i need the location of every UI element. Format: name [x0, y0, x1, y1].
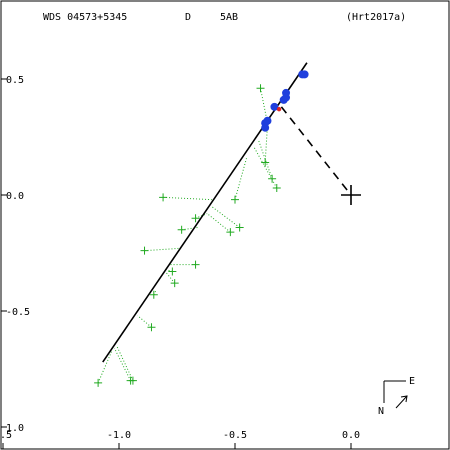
compass-east-label: E: [409, 376, 415, 387]
observation-dot-3: [270, 102, 279, 111]
x-tick-label-1: -1.0: [107, 430, 131, 441]
observation-plus-12: [170, 279, 179, 288]
header-pair: 5AB: [220, 12, 238, 23]
observation-plus-18: [128, 376, 137, 385]
residual-line-5: [163, 196, 212, 201]
compass: N E: [378, 376, 415, 417]
orbit-line: [102, 62, 308, 363]
y-tick-label-1: 0.0: [6, 191, 24, 202]
residual-line-6: [195, 213, 208, 219]
x-tick-label-3: 0.0: [342, 430, 360, 441]
y-tick-label-3: 1.0: [6, 423, 24, 434]
residual-line-18: [116, 345, 134, 381]
x-tick-label-2: -0.5: [223, 430, 247, 441]
observation-plus-6: [191, 214, 200, 223]
observation-plus-2: [268, 174, 277, 183]
compass-north-label: N: [378, 406, 384, 417]
observation-dot-2: [263, 116, 272, 125]
observation-plus-4: [231, 195, 239, 204]
compass-arrow-head: [400, 395, 408, 403]
residual-lines: [97, 88, 278, 384]
fitted-point: [276, 106, 282, 112]
residual-line-10: [144, 247, 180, 252]
observation-plus-16: [94, 378, 103, 387]
observation-plus-11: [168, 267, 177, 276]
residual-line-8: [211, 206, 240, 228]
primary-star-cross: [341, 185, 361, 205]
observation-plus-0: [256, 84, 265, 93]
observation-plus-3: [272, 184, 281, 193]
orbit-layer: [102, 62, 352, 363]
header-designation: WDS 04573+5345: [43, 12, 127, 23]
residual-line-1: [264, 125, 268, 163]
residual-line-3: [253, 146, 278, 189]
header-grade: D: [185, 12, 191, 23]
residual-line-17: [113, 347, 132, 381]
plus-observations: [94, 84, 281, 387]
y-tick-label-0: 0.5: [6, 75, 24, 86]
axis-ticks: 1.5 -1.0 -0.5 0.0 0.5 0.0 -0.5 1.0: [0, 75, 360, 449]
observation-plus-15: [147, 323, 156, 332]
periastron-line: [280, 106, 352, 196]
residual-line-12: [165, 271, 176, 284]
observation-plus-5: [159, 193, 168, 202]
observation-plus-10: [140, 246, 149, 255]
residual-line-4: [234, 157, 248, 200]
observation-dot-6: [282, 88, 291, 97]
observation-plus-14: [149, 290, 158, 299]
residual-line-9: [206, 213, 231, 233]
compass-arrow-shaft: [395, 395, 408, 409]
x-tick-label-0: 1.5: [0, 430, 12, 441]
primary-star: [341, 185, 361, 205]
observation-plus-9: [226, 228, 235, 237]
observation-plus-1: [261, 158, 270, 167]
observation-plus-8: [235, 223, 244, 232]
header-reference: (Hrt2017a): [346, 12, 406, 23]
observation-plus-7: [177, 225, 186, 234]
observation-plus-13: [191, 260, 200, 269]
residual-line-16: [97, 350, 113, 384]
observation-dot-8: [300, 70, 309, 79]
residual-line-2: [257, 139, 273, 179]
residual-line-15: [137, 315, 152, 328]
y-tick-label-2: -0.5: [6, 307, 30, 318]
dot-observations: [261, 70, 309, 132]
